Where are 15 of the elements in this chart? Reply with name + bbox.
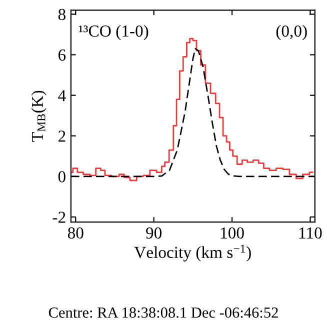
annotation: (0,0) <box>276 24 307 40</box>
annotation: ¹³CO (1-0) <box>78 24 148 40</box>
y-tick-label: 6 <box>58 49 66 61</box>
y-tick-label: -2 <box>52 212 66 223</box>
y-tick-label: 2 <box>58 130 66 142</box>
text: Centre: RA 18:38:08.1 Dec -06:46:52 <box>48 307 278 318</box>
y-axis-title: T$_{MB}$(K) <box>31 90 46 142</box>
y-tick-label: 8 <box>58 8 66 20</box>
x-tick-label: 110 <box>299 227 322 239</box>
x-axis-title: Velocity (km s$^{−1}$) <box>134 244 251 262</box>
y-tick-label: 4 <box>58 90 66 102</box>
y-tick-label: 0 <box>58 171 66 182</box>
x-tick-label: 80 <box>68 227 84 239</box>
x-tick-label: 90 <box>146 227 162 239</box>
x-tick-label: 100 <box>220 227 244 239</box>
